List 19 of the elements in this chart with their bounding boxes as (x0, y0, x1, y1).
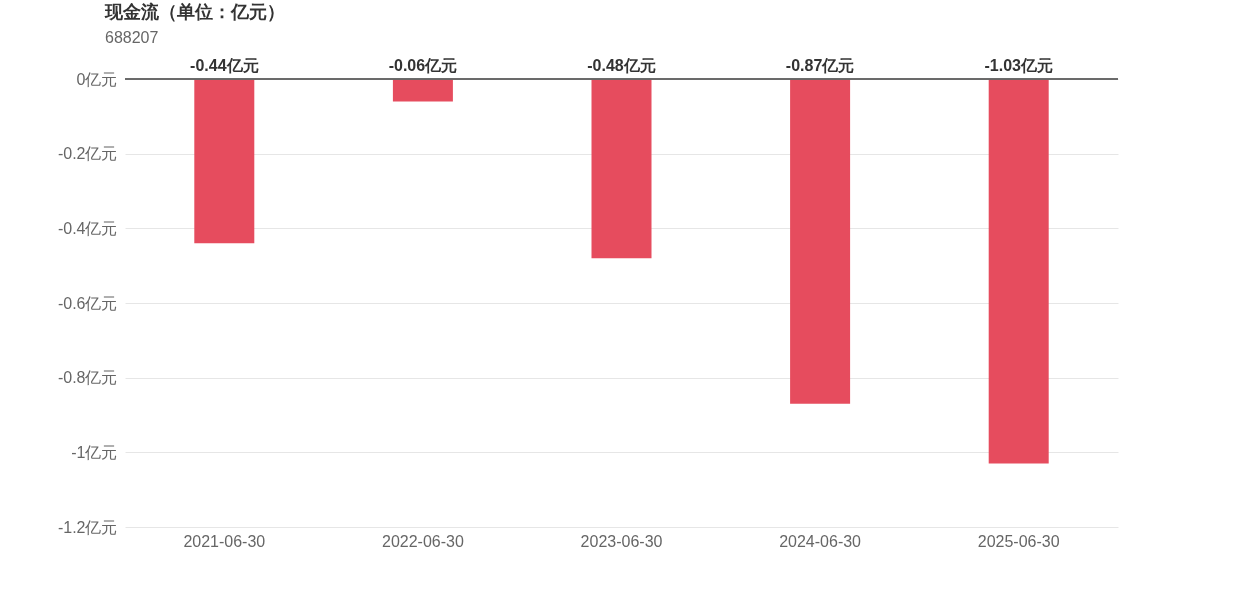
data-label: -0.44亿元 (190, 57, 259, 74)
x-tick-label: 2023-06-30 (580, 532, 663, 550)
y-tick-label: -0.6亿元 (57, 294, 118, 312)
chart-title: 现金流（单位：亿元） (104, 2, 285, 22)
data-label: -1.03亿元 (984, 57, 1053, 74)
data-label: -0.06亿元 (388, 57, 458, 74)
y-tick-label: -0.2亿元 (57, 145, 118, 163)
x-tick-label: 2024-06-30 (779, 532, 862, 550)
chart-subtitle: 688207 (105, 29, 159, 46)
y-tick-label: -1.2亿元 (57, 518, 118, 536)
data-label: -0.48亿元 (587, 57, 656, 74)
y-tick-label: -0.8亿元 (57, 369, 118, 387)
x-tick-label: 2022-06-30 (381, 532, 464, 550)
x-tick-label: 2025-06-30 (977, 532, 1060, 550)
y-tick-label: -1亿元 (71, 443, 118, 461)
data-label: -0.87亿元 (785, 57, 855, 74)
y-tick-label: -0.4亿元 (57, 219, 118, 237)
x-tick-label: 2021-06-30 (183, 532, 266, 550)
y-tick-label: 0亿元 (76, 70, 118, 88)
